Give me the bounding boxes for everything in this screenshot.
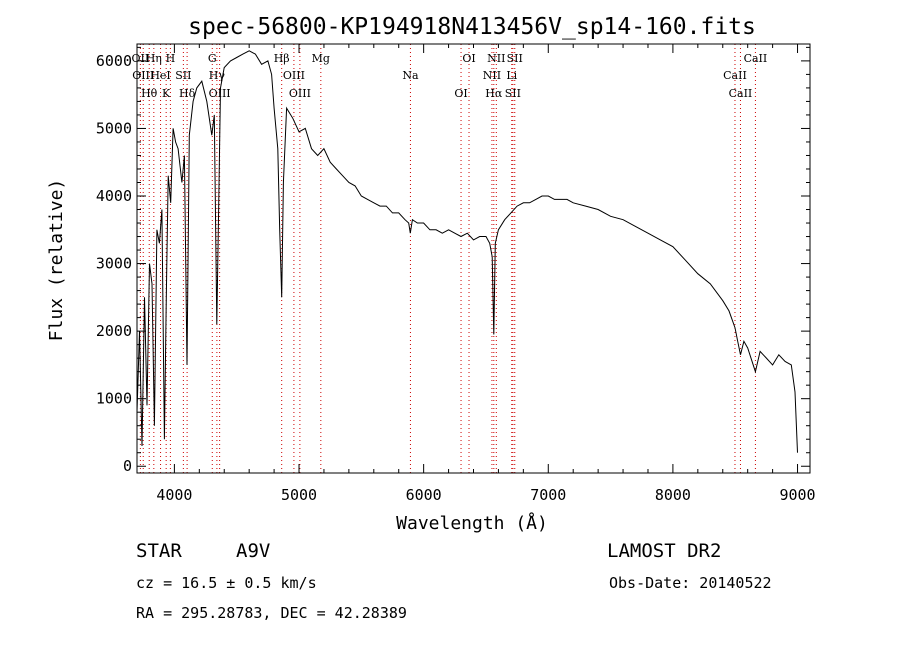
x-tick-label: 9000 [779,486,815,504]
y-tick-label: 1000 [96,390,132,408]
line-label: Na [402,69,419,82]
y-tick-label: 0 [123,457,132,475]
x-tick-label: 5000 [281,486,317,504]
line-label: SII [507,52,523,65]
line-label: SII [505,87,521,100]
line-label: OIII [289,87,311,100]
line-label: Hα [485,87,503,100]
line-label: OI [454,87,467,100]
y-tick-label: 5000 [96,119,132,137]
line-label: Hδ [179,87,196,100]
x-tick-label: 8000 [655,486,691,504]
spectral-subclass: A9V [236,540,271,562]
line-label: Li [506,69,517,82]
x-tick-label: 6000 [406,486,442,504]
line-label: H [166,52,176,65]
line-label: NII [487,52,505,65]
line-label: OIII [283,69,305,82]
line-label: CaII [729,87,753,100]
plot-frame [136,43,811,474]
line-label: OII [132,52,150,65]
survey-name: LAMOST DR2 [607,540,722,562]
line-label: Mg [312,52,330,65]
observation-date: Obs-Date: 20140522 [609,574,772,592]
line-label: Hβ [274,52,290,65]
y-axis-label: Flux (relative) [46,179,67,342]
spectrum-line [136,50,798,453]
line-label: CaII [723,69,747,82]
line-label: SII [175,69,191,82]
y-tick-label: 3000 [96,255,132,273]
redshift-cz: cz = 16.5 ± 0.5 km/s [136,574,317,592]
line-label: OIII [209,87,231,100]
line-label: Hη [146,52,162,65]
x-axis-label: Wavelength (Å) [396,512,548,534]
object-type: STAR [136,540,182,562]
line-label: OI [462,52,475,65]
y-tick-label: 6000 [96,52,132,70]
line-label: CaII [744,52,768,65]
x-tick-label: 4000 [156,486,192,504]
line-label: G [208,52,217,65]
line-label: Hθ [141,87,158,100]
y-tick-label: 4000 [96,187,132,205]
line-label: HeI [150,69,170,82]
y-tick-label: 2000 [96,322,132,340]
line-label: Hγ [209,69,226,82]
coordinates: RA = 295.28783, DEC = 42.28389 [136,604,407,622]
x-tick-label: 7000 [530,486,566,504]
chart-title: spec-56800-KP194918N413456V_sp14-160.fit… [188,14,756,40]
line-label: K [162,87,171,100]
line-label: NII [483,69,501,82]
line-label: OIII [132,69,154,82]
